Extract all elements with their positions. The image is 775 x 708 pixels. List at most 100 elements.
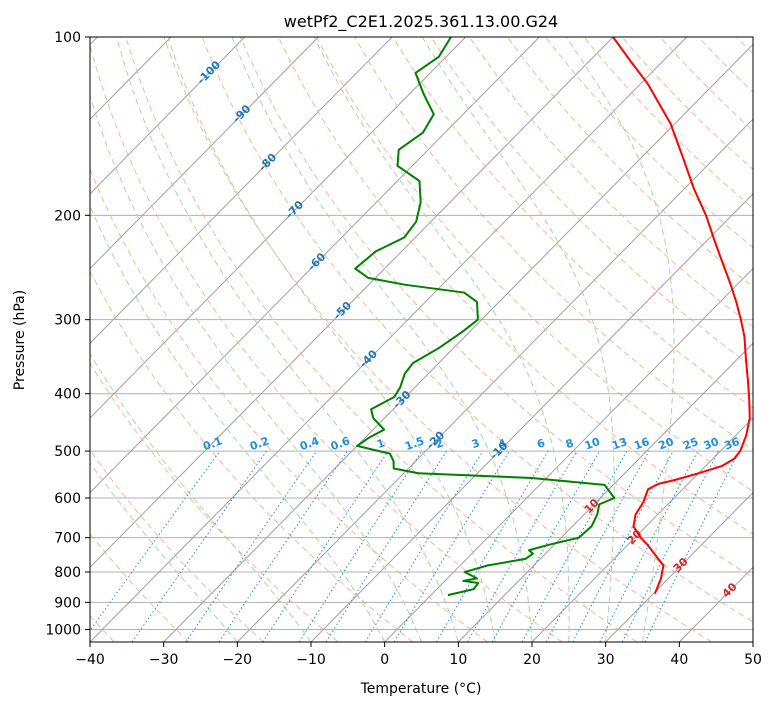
y-tick-label: 700 [54, 531, 81, 547]
mixing-ratio-label: 2 [434, 436, 446, 451]
mixing-ratio-line [298, 450, 423, 642]
y-tick-label: 1000 [45, 622, 81, 638]
x-tick-label: −20 [223, 652, 253, 668]
y-tick-label: 600 [54, 491, 81, 507]
x-tick-label: −30 [149, 652, 179, 668]
dry-adiabat-line [239, 37, 753, 579]
dry-adiabat-line [430, 37, 753, 368]
y-axis-label: Pressure (hPa) [12, 290, 28, 390]
mixing-ratio-line [545, 450, 650, 642]
isotherm-line [752, 641, 753, 642]
mixing-ratio-line [218, 450, 348, 642]
mixing-ratio-label: 1 [375, 436, 387, 451]
dry-adiabat-line [90, 533, 190, 642]
moist-adiabat-line [90, 94, 422, 642]
isotherm-line [457, 342, 753, 642]
isotherm-line [310, 193, 753, 642]
dewpoint-profile-line [354, 37, 616, 597]
mixing-ratio-line [644, 450, 740, 642]
dry-adiabat-line [697, 37, 753, 93]
dry-adiabat-line [125, 37, 638, 642]
moist-adiabat-line [313, 37, 570, 642]
dry-adiabat-line [90, 362, 339, 642]
mixing-ratio-line [393, 450, 510, 642]
dry-adiabat-line [316, 37, 753, 493]
y-tick-label: 300 [54, 313, 81, 329]
mixing-ratio-line [90, 450, 221, 632]
y-tick-label: 900 [54, 595, 81, 611]
mixing-ratio-line [572, 450, 674, 642]
isotherm-line [163, 43, 753, 642]
mixing-ratio-line [435, 450, 549, 642]
moist-adiabat-line [90, 352, 312, 642]
y-tick-label: 400 [54, 387, 81, 403]
mixing-ratio-label: 0.6 [329, 434, 352, 453]
isotherm-line [90, 37, 246, 195]
mixing-ratio-label: 30 [702, 435, 721, 453]
isotherm-line [531, 417, 753, 642]
isotherm-line [90, 37, 688, 642]
x-tick-label: 40 [670, 652, 688, 668]
mixing-ratio-line [325, 450, 448, 642]
dry-adiabat-line [736, 37, 753, 55]
x-tick-label: 20 [523, 652, 541, 668]
dry-adiabat-line [90, 167, 488, 642]
dry-adiabat-line [392, 37, 753, 409]
dry-adiabat-line [659, 37, 753, 132]
mixing-ratio-label: 4 [496, 436, 508, 451]
isotherm-line [90, 37, 467, 419]
mixing-ratio-label: 13 [610, 435, 629, 452]
isotherm-line [90, 37, 540, 494]
isotherm-line [678, 566, 753, 642]
moist-adiabat-line [565, 37, 675, 642]
y-tick-label: 500 [54, 444, 81, 460]
mixing-ratio-line [491, 450, 600, 642]
mixing-ratio-line [521, 450, 628, 642]
isotherm-line [90, 37, 393, 344]
x-tick-label: 50 [744, 652, 762, 668]
x-tick-label: −10 [296, 652, 326, 668]
dry-adiabat-line [90, 449, 264, 642]
moist-adiabat-line [90, 461, 238, 642]
dry-adiabat-line [468, 37, 753, 328]
mixing-ratio-line [131, 450, 268, 642]
mixing-ratio-label: 16 [632, 435, 651, 453]
moist-adiabat-line [90, 204, 386, 642]
temperature-profile-line [612, 37, 751, 594]
dry-adiabat-line [201, 37, 753, 623]
mixing-ratio-label: 8 [564, 436, 576, 451]
mixing-ratio-line [364, 450, 484, 642]
x-tick-label: 30 [597, 652, 615, 668]
moist-adiabat-line [421, 37, 615, 642]
chart-title: wetPf2_C2E1.2025.361.13.00.G24 [284, 12, 558, 32]
mixing-ratio-label: 10 [583, 435, 602, 453]
mixing-ratio-label: 0.2 [248, 434, 271, 453]
moist-adiabat-line [231, 37, 533, 642]
mixing-ratio-label: 1.5 [403, 434, 426, 453]
mixing-ratio-line [262, 450, 389, 642]
y-tick-label: 200 [54, 208, 81, 224]
moist-adiabat-line [116, 37, 459, 642]
moist-adiabat-line [167, 37, 496, 642]
isotherm-line [90, 37, 319, 270]
plot-area: 0.1 0.2 0.4 0.6 1 1.5 2 3 4 6 8 10 13 16 20 25 30 36-100-… [90, 37, 753, 642]
x-tick-label: 0 [380, 652, 389, 668]
mixing-ratio-label: 36 [723, 435, 742, 453]
x-axis-label: Temperature (°C) [360, 681, 482, 697]
dry-adiabat-line [621, 37, 753, 170]
dry-adiabat-line [163, 37, 712, 642]
x-tick-label: 10 [449, 652, 467, 668]
mixing-ratio-label: 25 [681, 435, 700, 452]
y-tick-label: 800 [54, 565, 81, 581]
isotherm-line [384, 267, 753, 642]
y-axis: 100 200 300 400 500 600 700 800 900 1000 [45, 30, 90, 638]
x-axis: −40 −30 −20 −10 0 10 20 30 40 50 [75, 642, 762, 668]
dry-adiabat-line [278, 37, 753, 535]
y-tick-label: 100 [54, 30, 81, 46]
mixing-ratio-line [621, 450, 719, 642]
isotherm-line [605, 491, 753, 642]
mixing-ratio-label: 0.1 [201, 434, 224, 453]
mixing-ratio-label: 3 [470, 436, 482, 451]
plot-frame [89, 36, 754, 643]
